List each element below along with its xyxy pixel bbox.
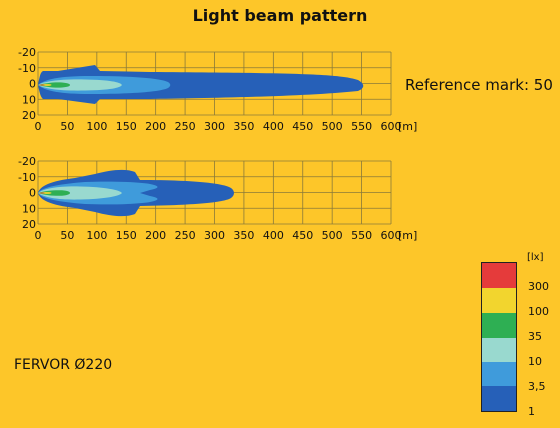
x-tick-label: 200 xyxy=(145,229,166,242)
x-tick-label: 550 xyxy=(351,120,372,133)
y-tick-label: 10 xyxy=(22,202,36,215)
legend-label-100: 100 xyxy=(528,305,549,318)
x-tick-label: 400 xyxy=(263,229,284,242)
isolux-contour xyxy=(38,186,122,200)
x-tick-label: 600 xyxy=(381,229,402,242)
isolux-contour xyxy=(38,65,364,104)
legend-swatch-35 xyxy=(482,313,516,338)
beam-chart-1: 0 50 100 150 200 250 300 350 400 450 500 550 600-20-… xyxy=(18,46,417,133)
product-name: FERVOR Ø220 xyxy=(14,357,113,373)
x-tick-label: 300 xyxy=(204,229,225,242)
legend-swatch-100 xyxy=(482,288,516,313)
y-tick-label: -10 xyxy=(18,62,36,75)
x-tick-label: 350 xyxy=(233,229,254,242)
y-tick-label: 10 xyxy=(22,93,36,106)
x-tick-label: 50 xyxy=(60,229,74,242)
legend-label-35: 35 xyxy=(528,330,542,343)
x-tick-label: 50 xyxy=(60,120,74,133)
legend-swatch-3-5 xyxy=(482,362,516,386)
x-tick-label: 350 xyxy=(233,120,254,133)
isolux-contour xyxy=(38,82,70,88)
legend-swatch-10 xyxy=(482,338,516,362)
x-tick-label: 500 xyxy=(322,229,343,242)
x-tick-label: 150 xyxy=(116,120,137,133)
isolux-contour xyxy=(38,192,45,194)
isolux-contour xyxy=(38,84,45,86)
isolux-contour xyxy=(38,79,122,91)
legend-swatch-300 xyxy=(482,263,516,288)
reference-mark-label: Reference mark: 50 xyxy=(405,76,553,94)
legend-label-1: 1 xyxy=(528,405,535,418)
x-tick-label: 600 xyxy=(381,120,402,133)
x-tick-label: 550 xyxy=(351,229,372,242)
y-tick-label: -20 xyxy=(18,155,36,168)
y-tick-label: 20 xyxy=(22,109,36,122)
y-tick-label: -20 xyxy=(18,46,36,59)
legend-label-300: 300 xyxy=(528,280,549,293)
y-tick-label: 0 xyxy=(29,187,36,200)
x-tick-label: 100 xyxy=(86,120,107,133)
x-tick-label: 400 xyxy=(263,120,284,133)
legend-color-bar xyxy=(481,262,517,412)
x-tick-label: 150 xyxy=(116,229,137,242)
x-tick-label: 250 xyxy=(175,120,196,133)
x-unit-label: [m] xyxy=(398,229,417,242)
isolux-contour xyxy=(38,190,70,196)
legend-swatch-1 xyxy=(482,386,516,411)
legend-label-10: 10 xyxy=(528,355,542,368)
x-unit-label: [m] xyxy=(398,120,417,133)
x-tick-label: 250 xyxy=(175,229,196,242)
y-tick-label: -10 xyxy=(18,171,36,184)
legend-label-3-5: 3,5 xyxy=(528,380,546,393)
beam-chart-2: 0 50 100 150 200 250 300 350 400 450 500 550 600-20-… xyxy=(18,155,417,242)
x-tick-label: 200 xyxy=(145,120,166,133)
y-tick-label: 0 xyxy=(29,78,36,91)
x-tick-label: 500 xyxy=(322,120,343,133)
x-tick-label: 450 xyxy=(292,229,313,242)
x-tick-label: 300 xyxy=(204,120,225,133)
x-tick-label: 0 xyxy=(35,120,42,133)
x-tick-label: 100 xyxy=(86,229,107,242)
x-tick-label: 0 xyxy=(35,229,42,242)
legend-unit: [lx] xyxy=(527,252,544,263)
x-tick-label: 450 xyxy=(292,120,313,133)
chart-title: Light beam pattern xyxy=(192,6,368,25)
y-tick-label: 20 xyxy=(22,218,36,231)
